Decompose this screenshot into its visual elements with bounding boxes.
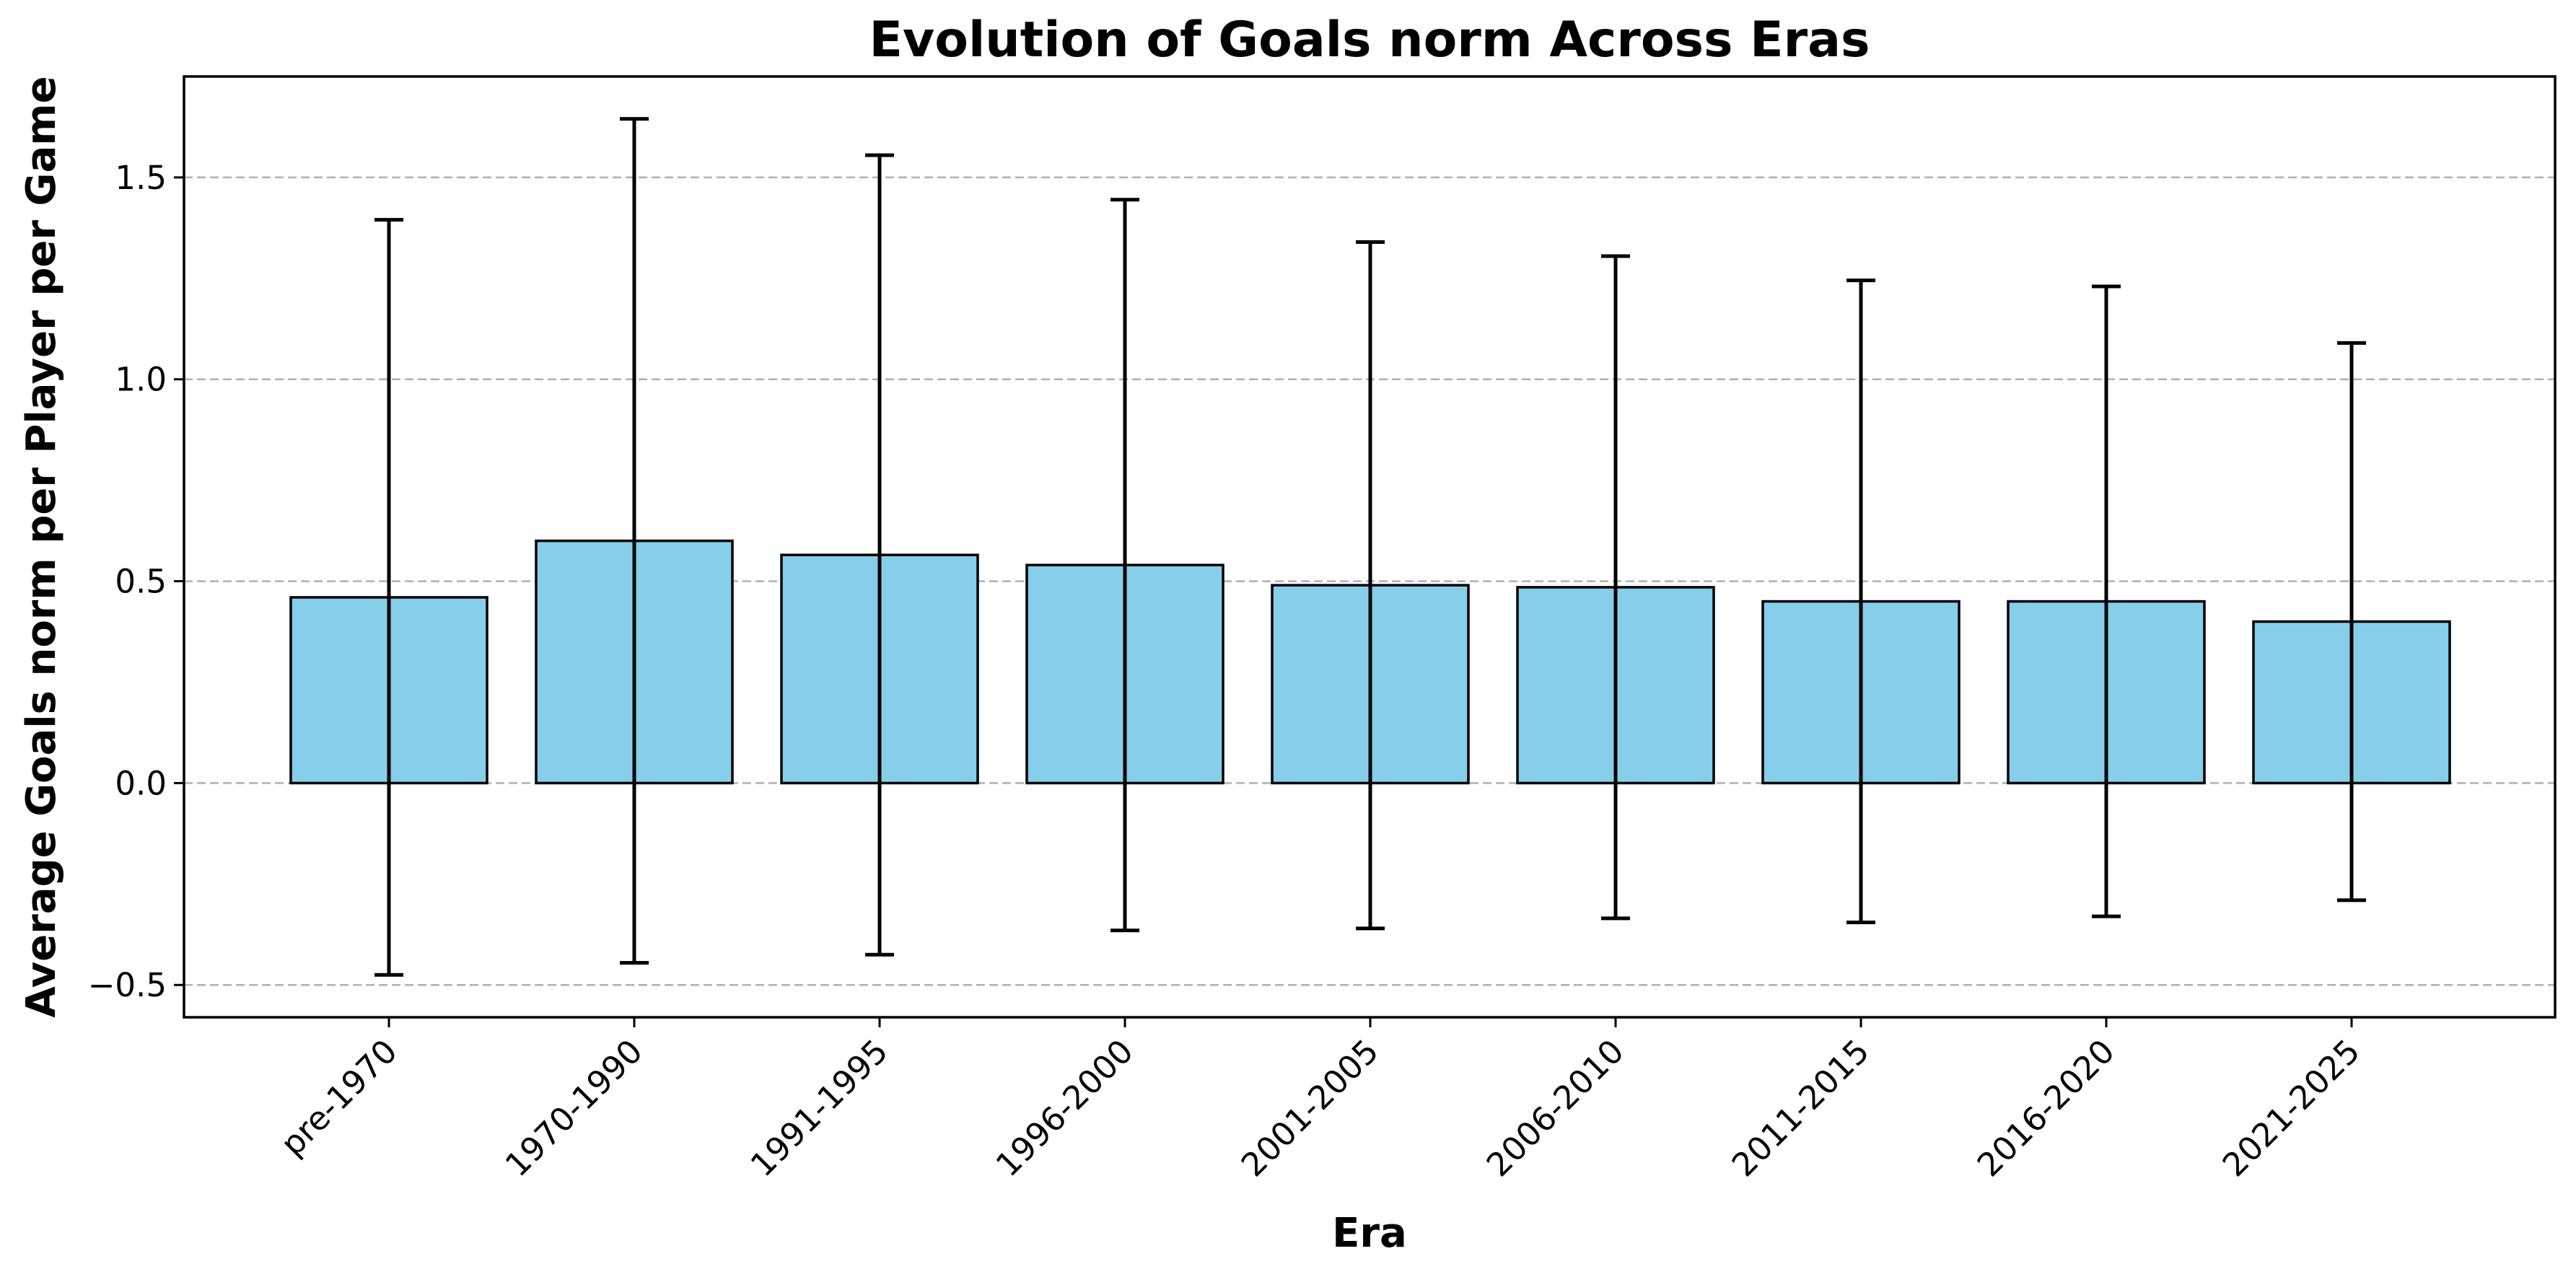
y-tick-label: 1.5 bbox=[115, 159, 167, 197]
y-axis-ticks: −0.5 0.0 0.5 1.0 1.5 bbox=[88, 159, 184, 1004]
y-tick-label: 1.0 bbox=[115, 361, 167, 399]
error-bars bbox=[374, 117, 2366, 977]
chart-title: Evolution of Goals norm Across Eras bbox=[869, 12, 1870, 69]
y-tick-label: 0.0 bbox=[115, 764, 167, 802]
x-axis-label: Era bbox=[1332, 1210, 1407, 1257]
y-axis-label: Average Goals norm per Player per Game bbox=[18, 76, 65, 1017]
y-tick-label: 0.5 bbox=[115, 563, 167, 601]
y-tick-label: −0.5 bbox=[88, 966, 167, 1004]
